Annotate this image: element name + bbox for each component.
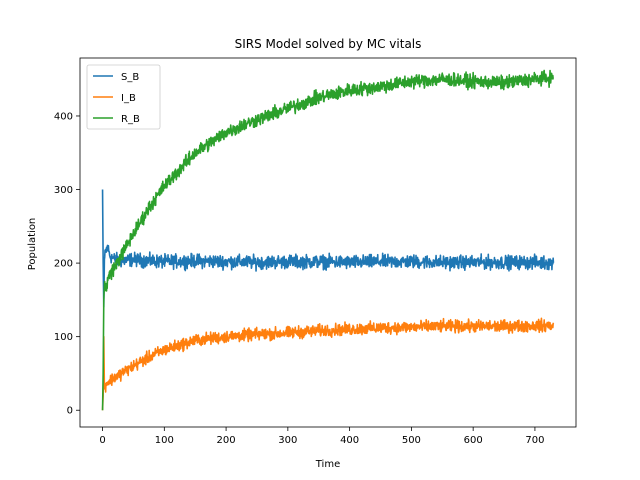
legend-label-I_B: I_B — [121, 93, 136, 104]
x-tick-label: 400 — [340, 435, 359, 446]
x-tick-label: 500 — [402, 435, 421, 446]
y-tick-label: 400 — [54, 111, 73, 122]
x-tick-label: 600 — [464, 435, 483, 446]
x-tick-label: 200 — [217, 435, 236, 446]
chart-title: SIRS Model solved by MC vitals — [235, 37, 422, 51]
series-line-S_B — [101, 189, 555, 309]
y-tick-label: 0 — [67, 406, 73, 417]
y-tick-label: 100 — [54, 332, 73, 343]
x-tick-label: 0 — [99, 435, 105, 446]
series-line-I_B — [101, 317, 555, 411]
legend-label-S_B: S_B — [121, 72, 139, 83]
x-tick-label: 700 — [525, 435, 544, 446]
axes-frame — [79, 57, 577, 428]
plot-area: 0 100 200 300 400 500 600 700 0 100 200 300 400 S_B I_… — [54, 57, 577, 446]
y-tick-label: 200 — [54, 259, 73, 270]
legend-box — [86, 64, 161, 130]
series-line-R_B — [101, 69, 554, 411]
y-axis-label: Population — [27, 218, 38, 271]
legend-label-R_B: R_B — [121, 114, 140, 125]
x-tick-label: 300 — [278, 435, 297, 446]
x-tick-label: 100 — [155, 435, 174, 446]
y-tick-label: 300 — [54, 185, 73, 196]
x-axis-label: Time — [315, 459, 340, 470]
